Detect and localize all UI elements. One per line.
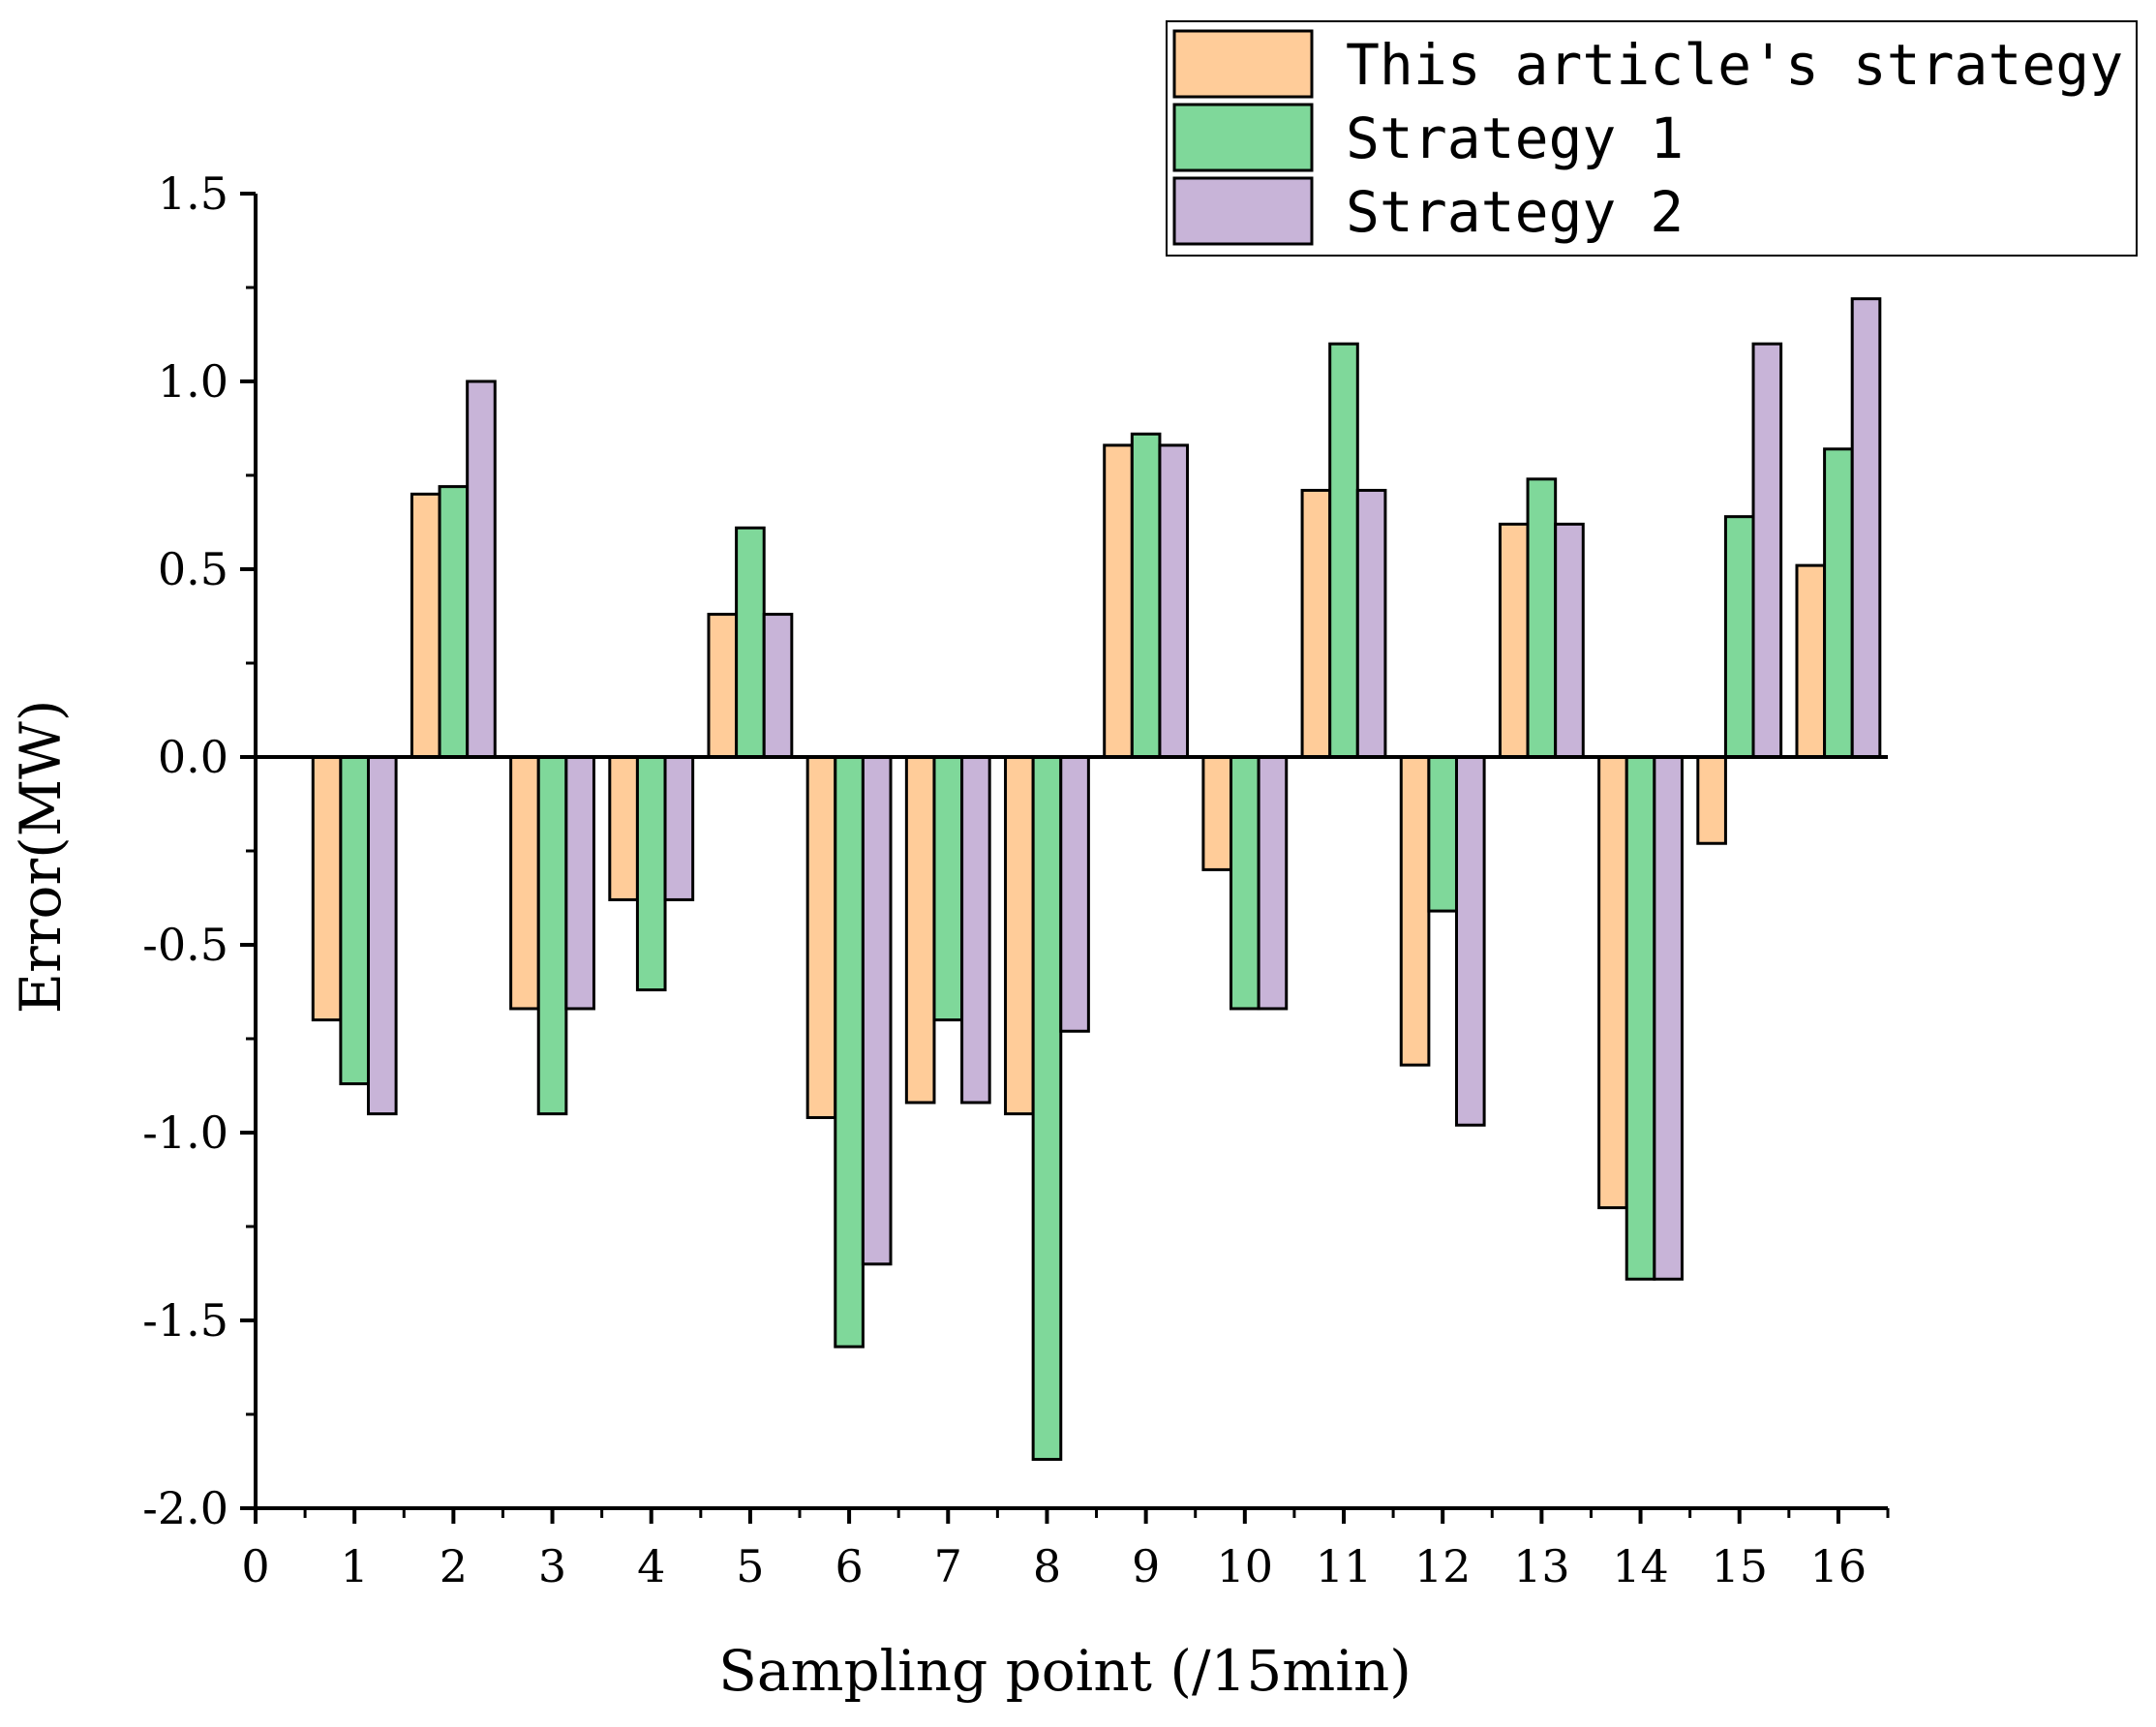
bar-s2-p7 [932, 755, 964, 1022]
x-tick-label: 14 [1612, 1540, 1669, 1592]
legend: This article's strategy Strategy 1 Strateg… [1166, 20, 2138, 257]
bar-s2-p2 [438, 485, 470, 759]
x-tick-label: 0 [241, 1540, 269, 1592]
bar-s3-p2 [466, 379, 497, 759]
bar-s3-p16 [1850, 297, 1882, 759]
x-tick-label: 13 [1513, 1540, 1570, 1592]
bar-s2-p6 [834, 755, 865, 1348]
x-tick-label: 5 [736, 1540, 764, 1592]
bar-s1-p10 [1201, 755, 1233, 871]
legend-swatch-3 [1172, 176, 1314, 246]
bar-s3-p3 [564, 755, 595, 1011]
bar-s2-p10 [1230, 755, 1260, 1011]
bar-s3-p9 [1158, 443, 1190, 759]
y-tick-label: 0.5 [158, 543, 228, 595]
bar-s3-p12 [1454, 755, 1486, 1127]
legend-label-2: Strategy 1 [1346, 106, 1684, 171]
y-tick-label: 1.5 [158, 167, 228, 220]
legend-box [1166, 20, 2138, 257]
bar-s1-p5 [707, 613, 739, 759]
bar-s1-p4 [608, 755, 639, 901]
bar-s1-p1 [311, 755, 343, 1022]
bars-layer [311, 297, 1882, 1462]
x-tick-label: 16 [1810, 1540, 1868, 1592]
bar-s3-p5 [762, 613, 794, 759]
bar-s1-p12 [1399, 755, 1431, 1067]
bar-s3-p14 [1653, 755, 1684, 1281]
bar-s2-p11 [1328, 342, 1359, 759]
bar-s2-p4 [635, 755, 667, 992]
ticks-layer: 1.51.00.50.0-0.5-1.0-1.5-2.00 1 2 3 4 5 6 7 8 9 10… [142, 167, 1890, 1592]
bar-s3-p13 [1554, 522, 1585, 759]
y-axis-title: Error(MW) [8, 700, 74, 1015]
legend-label-3: Strategy 2 [1346, 179, 1684, 245]
bar-s2-p5 [735, 526, 766, 759]
legend-swatch-2 [1172, 103, 1314, 172]
bar-s1-p6 [805, 755, 837, 1119]
y-tick-label: -2.0 [142, 1482, 228, 1534]
bar-s1-p9 [1103, 443, 1134, 759]
x-tick-label: 8 [1033, 1540, 1061, 1592]
bar-s1-p16 [1795, 563, 1827, 759]
bar-s3-p10 [1257, 755, 1289, 1011]
bar-s3-p1 [366, 755, 398, 1116]
bar-s2-p9 [1130, 432, 1162, 759]
y-tick-label: -0.5 [142, 919, 228, 971]
bar-s2-p8 [1031, 755, 1063, 1462]
legend-label-1: This article's strategy [1346, 32, 2123, 98]
bar-s3-p15 [1751, 342, 1783, 759]
bar-s2-p1 [339, 755, 370, 1086]
bar-s1-p2 [410, 492, 441, 759]
bar-s3-p4 [663, 755, 695, 901]
bar-s1-p11 [1300, 489, 1332, 759]
x-tick-label: 12 [1414, 1540, 1472, 1592]
x-tick-label: 15 [1711, 1540, 1768, 1592]
x-tick-label: 6 [835, 1540, 863, 1592]
x-tick-label: 3 [538, 1540, 566, 1592]
x-tick-label: 4 [637, 1540, 665, 1592]
bar-s1-p7 [904, 755, 936, 1105]
bar-s3-p6 [861, 755, 893, 1266]
y-tick-label: -1.5 [142, 1294, 228, 1347]
bar-s3-p8 [1059, 755, 1090, 1033]
x-tick-label: 11 [1316, 1540, 1373, 1592]
bar-s2-p13 [1526, 477, 1558, 759]
x-tick-label: 7 [934, 1540, 962, 1592]
bar-s2-p12 [1427, 755, 1458, 913]
bar-s1-p8 [1004, 755, 1035, 1116]
bar-s1-p3 [509, 755, 540, 1011]
x-tick-label: 2 [440, 1540, 468, 1592]
bar-s3-p11 [1355, 489, 1387, 759]
y-tick-label: 1.0 [158, 355, 228, 408]
legend-swatch-1 [1172, 29, 1314, 99]
bar-s1-p15 [1696, 755, 1727, 845]
x-axis-title: Sampling point (/15min) [718, 1638, 1412, 1704]
bar-s2-p15 [1723, 515, 1755, 759]
x-tick-label: 1 [341, 1540, 369, 1592]
bar-s2-p16 [1823, 447, 1854, 759]
y-tick-label: -1.0 [142, 1106, 228, 1159]
bar-s2-p14 [1625, 755, 1656, 1281]
x-tick-label: 9 [1132, 1540, 1160, 1592]
bar-s2-p3 [536, 755, 568, 1116]
bar-s1-p13 [1498, 522, 1530, 759]
y-tick-label: 0.0 [158, 731, 228, 783]
bar-s3-p7 [960, 755, 991, 1105]
bar-s1-p14 [1597, 755, 1628, 1210]
x-tick-label: 10 [1217, 1540, 1274, 1592]
